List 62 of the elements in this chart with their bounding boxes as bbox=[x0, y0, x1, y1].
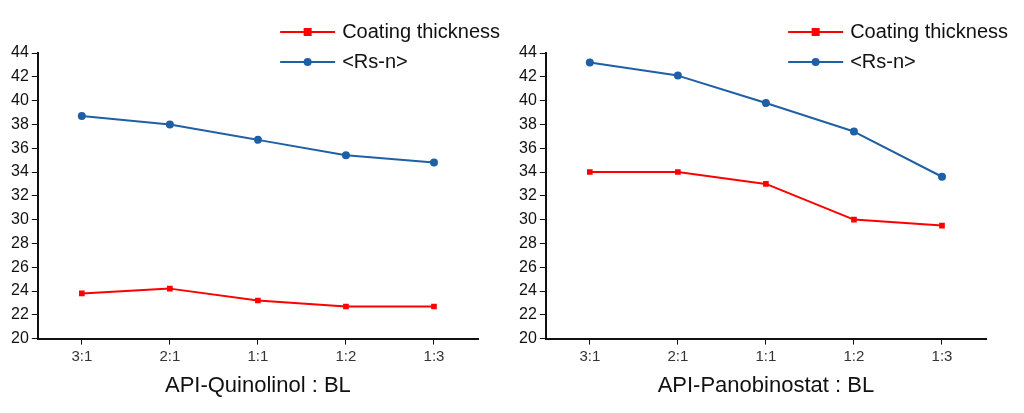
x-tick-label: 1:1 bbox=[755, 346, 777, 364]
y-tick-label: 30 bbox=[11, 210, 29, 228]
y-tick-label: 24 bbox=[11, 281, 29, 299]
point bbox=[167, 285, 173, 292]
y-tick-label: 22 bbox=[519, 305, 537, 323]
x-tick-label: 1:2 bbox=[843, 346, 865, 364]
point bbox=[851, 216, 857, 223]
legend-label: Coating thickness bbox=[850, 19, 1009, 42]
point bbox=[586, 169, 593, 175]
y-tick-label: 36 bbox=[11, 138, 29, 156]
x-tick-label: 2:1 bbox=[667, 346, 689, 364]
x-axis-title: API-Panobinostat : BL bbox=[657, 371, 875, 397]
point bbox=[939, 222, 945, 229]
y-tick-label: 40 bbox=[11, 91, 29, 109]
point bbox=[937, 172, 946, 181]
x-tick-label: 1:1 bbox=[247, 346, 269, 364]
x-tick-label: 1:3 bbox=[931, 346, 953, 364]
point bbox=[341, 151, 350, 160]
point bbox=[78, 290, 85, 297]
y-tick-label: 32 bbox=[519, 186, 537, 204]
point bbox=[77, 112, 86, 121]
point bbox=[673, 71, 682, 80]
point bbox=[849, 127, 858, 136]
y-tick-label: 20 bbox=[11, 329, 29, 347]
y-tick-label: 42 bbox=[11, 67, 29, 85]
y-tick-label: 34 bbox=[11, 162, 29, 180]
y-tick-label: 26 bbox=[11, 257, 29, 275]
point bbox=[431, 303, 437, 310]
x-axis-title: API-Quinolinol : BL bbox=[164, 371, 351, 397]
y-tick-label: 44 bbox=[519, 43, 537, 61]
point bbox=[343, 303, 349, 310]
point bbox=[255, 297, 261, 304]
point bbox=[585, 58, 594, 67]
y-tick-label: 24 bbox=[519, 281, 537, 299]
point bbox=[253, 135, 262, 144]
y-tick-label: 36 bbox=[519, 138, 537, 156]
point bbox=[675, 169, 681, 175]
point bbox=[165, 120, 174, 129]
y-tick-label: 28 bbox=[11, 233, 29, 251]
point bbox=[429, 158, 438, 167]
legend-label: <Rs-n> bbox=[850, 49, 916, 72]
y-tick-label: 20 bbox=[519, 329, 537, 347]
y-tick-label: 26 bbox=[519, 257, 537, 275]
point bbox=[763, 181, 769, 187]
y-tick-label: 28 bbox=[519, 233, 537, 251]
y-tick-label: 30 bbox=[519, 210, 537, 228]
y-tick-label: 40 bbox=[519, 91, 537, 109]
x-tick-label: 1:3 bbox=[423, 346, 445, 364]
y-tick-label: 32 bbox=[11, 186, 29, 204]
point bbox=[761, 98, 770, 107]
x-tick-label: 3:1 bbox=[71, 346, 93, 364]
y-tick-label: 44 bbox=[11, 43, 29, 61]
y-tick-label: 42 bbox=[519, 67, 537, 85]
legend-label: Coating thickness bbox=[342, 19, 501, 42]
legend-label: <Rs-n> bbox=[342, 49, 408, 72]
y-tick-label: 38 bbox=[11, 114, 29, 132]
x-tick-label: 1:2 bbox=[335, 346, 357, 364]
y-tick-label: 38 bbox=[519, 114, 537, 132]
x-tick-label: 3:1 bbox=[579, 346, 601, 364]
y-tick-label: 22 bbox=[11, 305, 29, 323]
x-tick-label: 2:1 bbox=[159, 346, 181, 364]
y-tick-label: 34 bbox=[519, 162, 537, 180]
